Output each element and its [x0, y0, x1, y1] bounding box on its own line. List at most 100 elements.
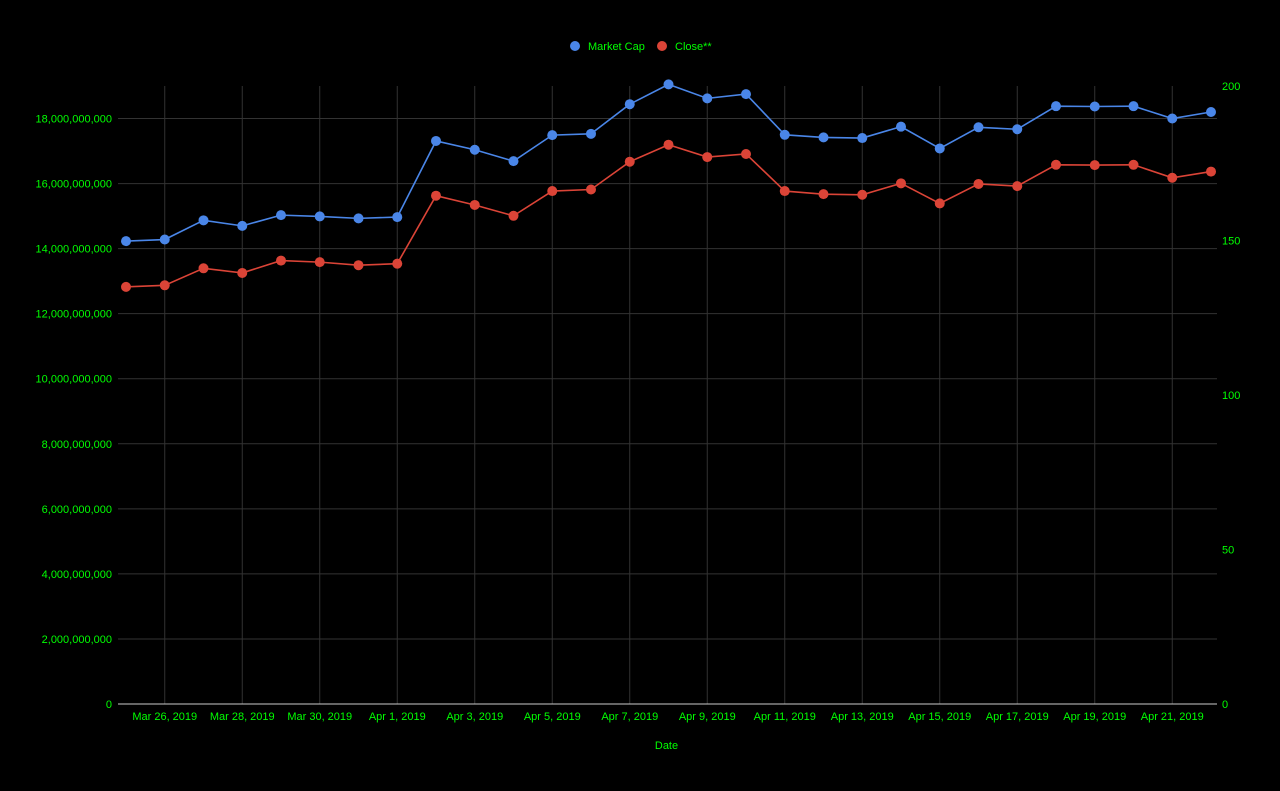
data-point[interactable] [702, 152, 713, 163]
x-axis-title: Date [655, 740, 678, 752]
data-point[interactable] [586, 128, 596, 139]
x-tick-label: Apr 21, 2019 [1141, 711, 1204, 723]
data-point[interactable] [1012, 181, 1023, 192]
data-point[interactable] [818, 132, 829, 143]
data-point[interactable] [663, 139, 674, 150]
data-point[interactable] [1089, 160, 1100, 171]
legend-label[interactable]: Market Cap [588, 41, 645, 53]
data-point[interactable] [237, 220, 248, 231]
right-tick-label: 200 [1222, 81, 1240, 93]
x-tick-label: Apr 11, 2019 [754, 711, 816, 723]
data-point[interactable] [353, 213, 364, 224]
x-tick-label: Mar 28, 2019 [210, 711, 275, 723]
data-point[interactable] [508, 156, 519, 167]
legend-label[interactable]: Close** [675, 41, 712, 53]
data-point[interactable] [547, 186, 558, 197]
data-point[interactable] [276, 210, 286, 221]
left-tick-label: 2,000,000,000 [42, 634, 112, 646]
data-point[interactable] [198, 215, 209, 226]
data-point[interactable] [431, 135, 441, 146]
data-point[interactable] [1051, 101, 1061, 112]
left-tick-label: 8,000,000,000 [42, 439, 112, 451]
data-point[interactable] [1167, 113, 1178, 124]
left-tick-label: 6,000,000,000 [42, 504, 112, 516]
data-point[interactable] [392, 258, 403, 269]
x-tick-label: Apr 19, 2019 [1063, 711, 1126, 723]
data-point[interactable] [314, 257, 325, 268]
x-tick-label: Apr 17, 2019 [986, 711, 1049, 723]
data-point[interactable] [159, 280, 170, 291]
right-tick-label: 150 [1222, 236, 1240, 248]
data-point[interactable] [663, 79, 674, 90]
left-tick-label: 10,000,000,000 [36, 374, 112, 386]
x-tick-label: Mar 26, 2019 [132, 711, 197, 723]
data-point[interactable] [1167, 172, 1178, 183]
left-tick-label: 16,000,000,000 [36, 179, 112, 191]
x-axis-ticks: Mar 26, 2019 Mar 28, 2019 Mar 30, 2019 Apr … [132, 711, 1203, 723]
data-point[interactable] [857, 133, 868, 144]
data-point[interactable] [857, 189, 868, 200]
data-point[interactable] [121, 281, 131, 292]
data-point[interactable] [1128, 101, 1139, 112]
data-point[interactable] [1206, 166, 1216, 177]
left-tick-label: 0 [106, 699, 112, 711]
data-point[interactable] [741, 148, 751, 159]
data-point[interactable] [973, 178, 984, 189]
series-market-cap [121, 79, 1216, 247]
data-point[interactable] [973, 122, 984, 133]
legend-marker [570, 41, 580, 51]
data-point[interactable] [469, 199, 480, 210]
data-point[interactable] [741, 89, 751, 100]
data-point[interactable] [469, 144, 480, 155]
x-tick-label: Apr 9, 2019 [679, 711, 736, 723]
data-point[interactable] [779, 186, 790, 197]
data-point[interactable] [934, 143, 945, 154]
right-tick-label: 100 [1222, 390, 1240, 402]
left-tick-label: 18,000,000,000 [36, 114, 112, 126]
data-point[interactable] [1128, 159, 1139, 170]
data-point[interactable] [392, 212, 403, 223]
data-point[interactable] [818, 189, 829, 200]
x-tick-label: Mar 30, 2019 [287, 711, 352, 723]
data-point[interactable] [1051, 159, 1061, 170]
data-point[interactable] [547, 130, 558, 141]
data-point[interactable] [1206, 107, 1216, 118]
series-layer [121, 79, 1216, 292]
left-tick-label: 12,000,000,000 [36, 309, 112, 321]
data-point[interactable] [159, 234, 170, 245]
legend-marker [657, 41, 667, 51]
x-tick-label: Apr 7, 2019 [601, 711, 658, 723]
data-point[interactable] [314, 211, 325, 222]
x-tick-label: Apr 15, 2019 [908, 711, 971, 723]
data-point[interactable] [431, 190, 441, 201]
x-tick-label: Apr 13, 2019 [831, 711, 894, 723]
data-point[interactable] [702, 93, 713, 104]
horizontal-gridlines [118, 118, 1217, 640]
data-point[interactable] [624, 156, 635, 167]
data-point[interactable] [896, 121, 906, 132]
x-tick-label: Apr 3, 2019 [446, 711, 503, 723]
data-point[interactable] [896, 178, 906, 189]
x-tick-label: Apr 1, 2019 [369, 711, 426, 723]
left-tick-label: 4,000,000,000 [42, 569, 112, 581]
data-point[interactable] [508, 210, 519, 221]
series-close [121, 139, 1216, 292]
left-axis-ticks: 0 2,000,000,000 4,000,000,000 6,000,000,000… [36, 114, 112, 711]
data-point[interactable] [121, 236, 131, 247]
data-point[interactable] [353, 260, 364, 271]
data-point[interactable] [624, 99, 635, 110]
right-tick-label: 50 [1222, 545, 1234, 557]
data-point[interactable] [586, 184, 596, 195]
right-axis-ticks: 0 50 100 150 200 [1222, 81, 1240, 711]
data-point[interactable] [198, 263, 209, 274]
data-point[interactable] [276, 255, 286, 266]
data-point[interactable] [237, 267, 248, 278]
data-point[interactable] [779, 129, 790, 140]
left-tick-label: 14,000,000,000 [36, 244, 112, 256]
data-point[interactable] [934, 198, 945, 209]
data-point[interactable] [1012, 124, 1023, 135]
data-point[interactable] [1089, 101, 1100, 112]
x-tick-label: Apr 5, 2019 [524, 711, 581, 723]
